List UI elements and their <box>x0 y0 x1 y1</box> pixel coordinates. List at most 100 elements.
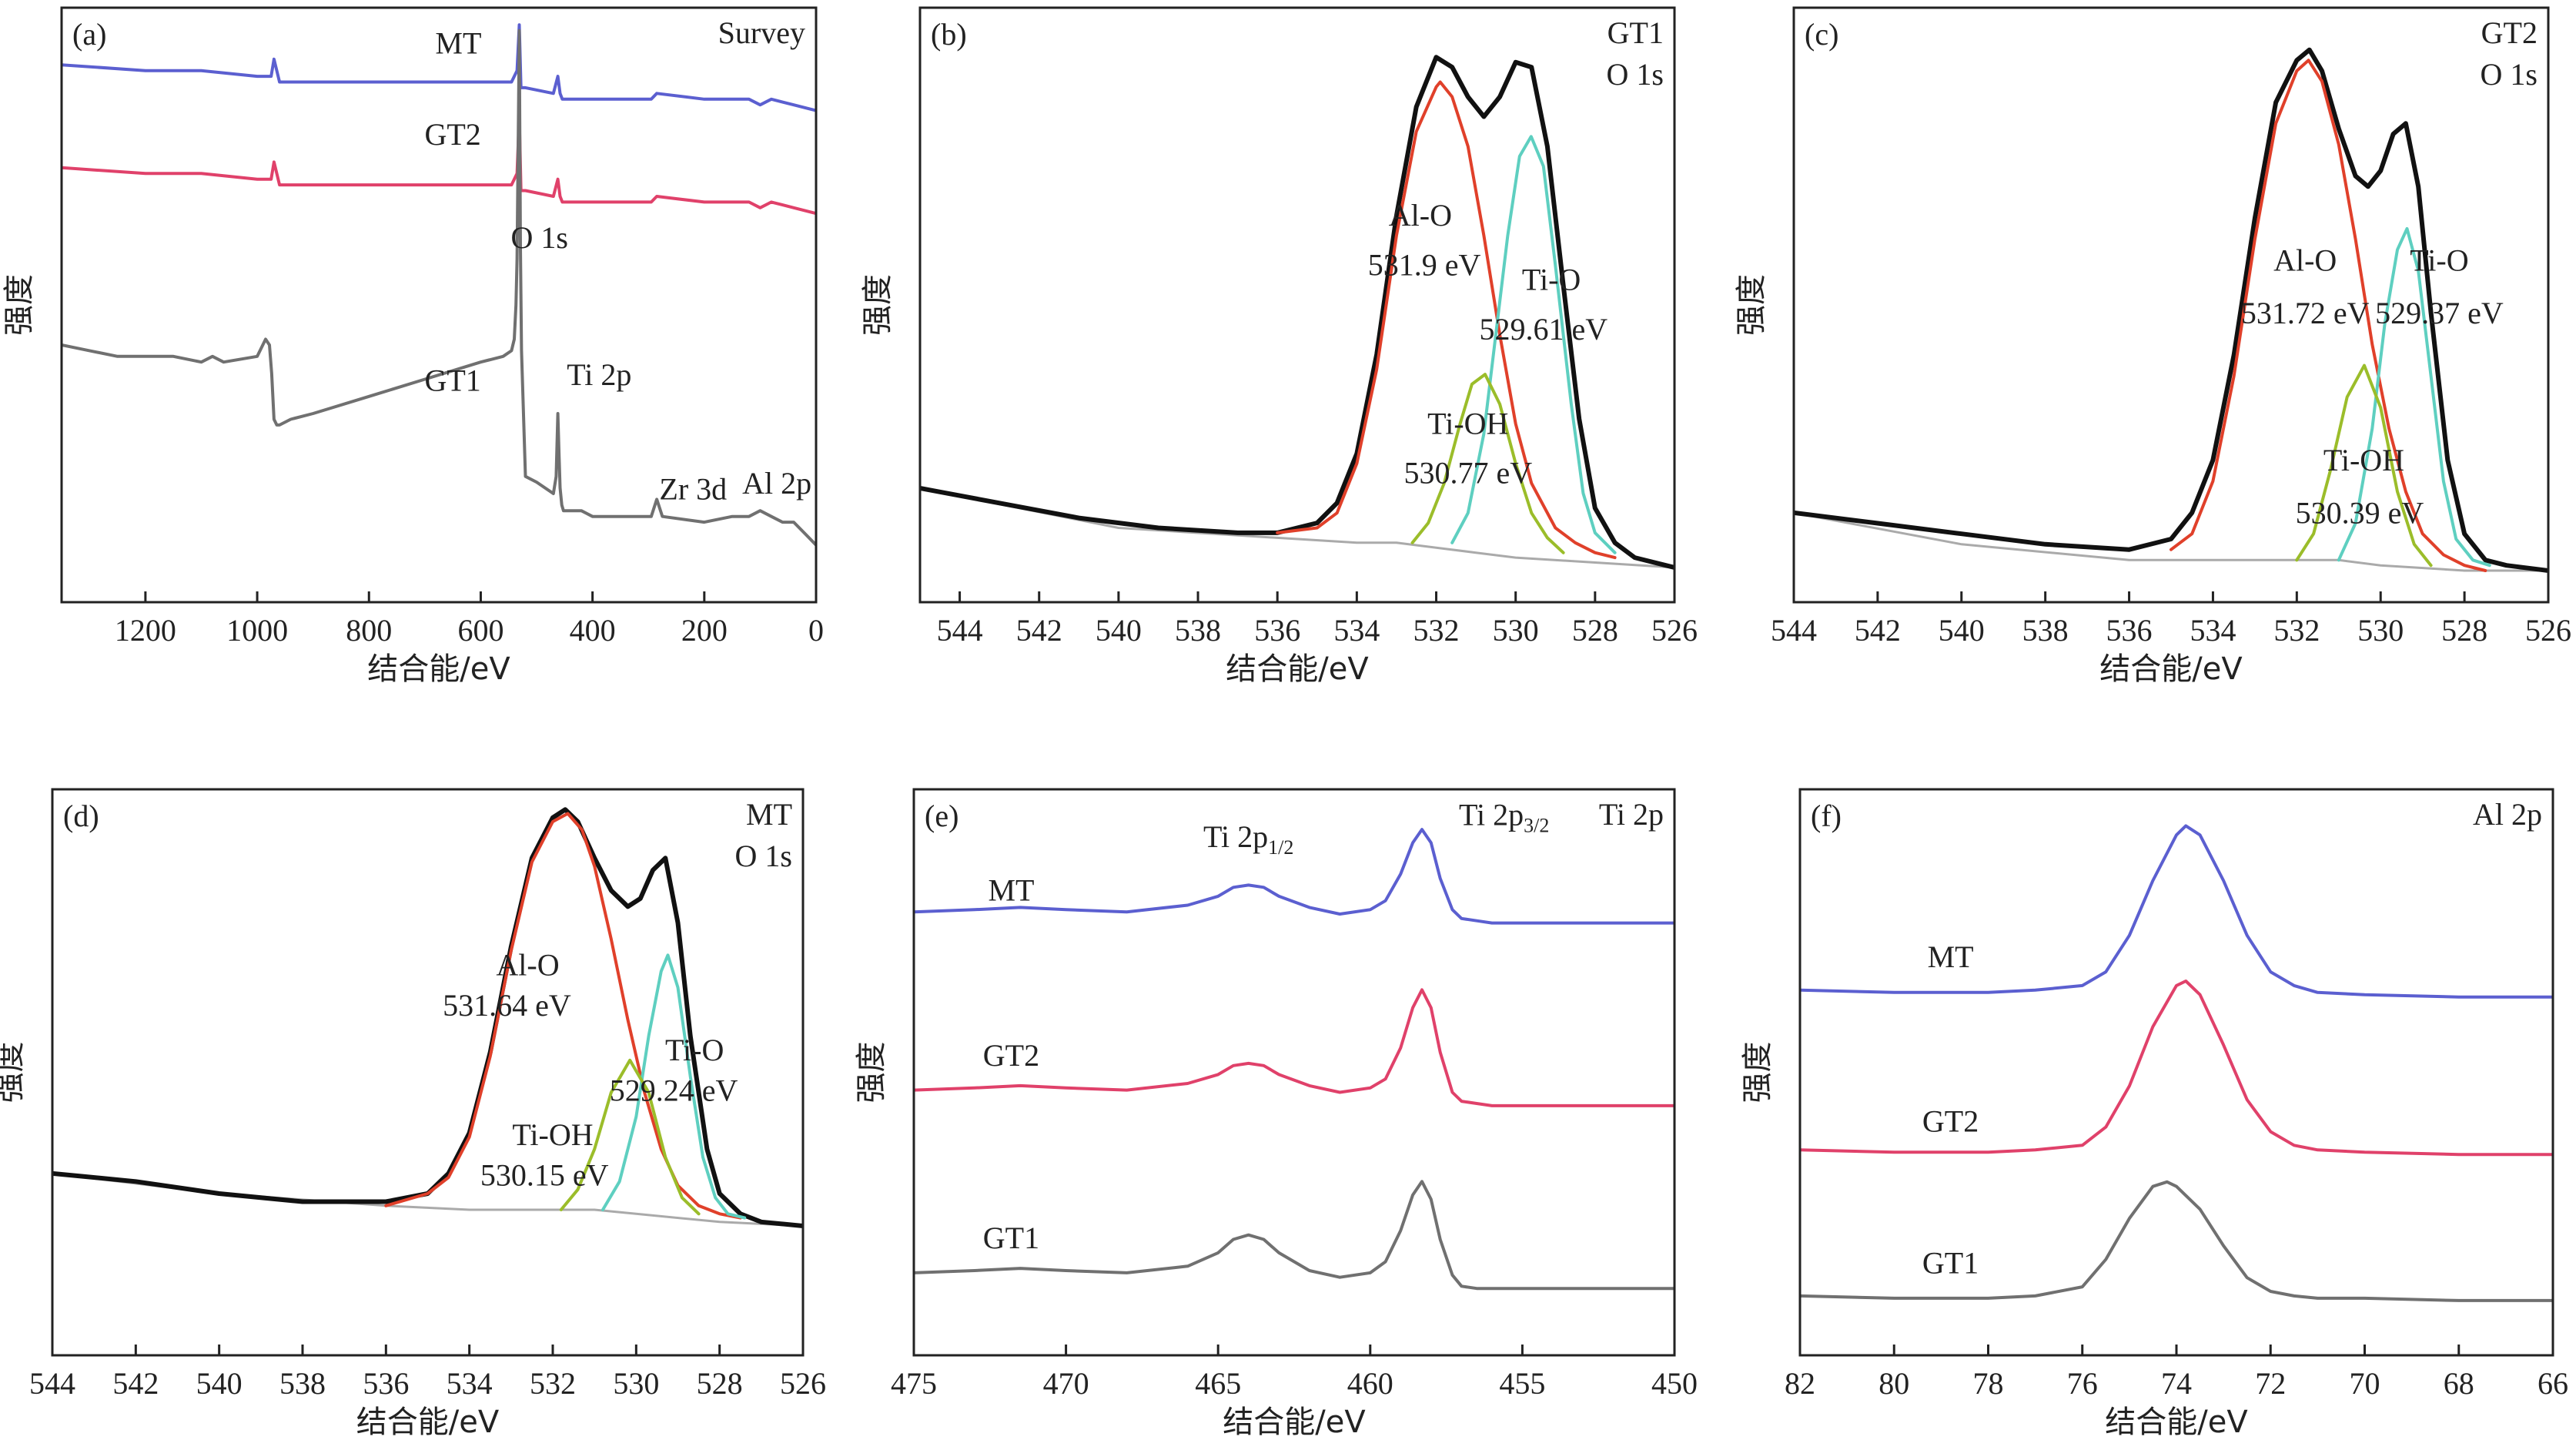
x-tick-label-e: 470 <box>1043 1366 1089 1401</box>
plot-frame-f <box>1798 788 2554 1357</box>
corner-title-a: Survey <box>718 15 805 50</box>
corner-title-c: GT2 <box>2481 15 2538 50</box>
x-tick-label-f: 72 <box>2255 1366 2286 1401</box>
series-line-c-ti-oh-4 <box>2295 363 2433 568</box>
panel-label-e: (e) <box>925 799 958 833</box>
series-line-d-ti-oh-4 <box>559 1058 701 1216</box>
x-tick-label-f: 74 <box>2161 1366 2192 1401</box>
annotation-c-al-o: Al-O <box>2273 243 2337 278</box>
annotation-c-531-72-ev: 531.72 eV <box>2241 296 2370 330</box>
corner-title-b: GT1 <box>1607 15 1664 50</box>
annotation-d-al-o: Al-O <box>496 948 559 983</box>
x-tick-label-c: 528 <box>2441 613 2487 648</box>
x-tick-label-b: 542 <box>1016 613 1062 648</box>
x-axis-label-a: 结合能/eV <box>367 651 510 687</box>
corner-title-c: O 1s <box>2481 57 2538 92</box>
x-tick-label-c: 530 <box>2357 613 2404 648</box>
corner-title-f: Al 2p <box>2473 797 2542 832</box>
series-line-b-ti-oh-4 <box>1410 373 1565 554</box>
annotation-a-o-1s: O 1s <box>510 220 567 255</box>
x-tick-label-e: 465 <box>1195 1366 1241 1401</box>
x-tick-label-d: 528 <box>697 1366 743 1401</box>
annotation-c-ti-o: Ti-O <box>2410 243 2468 278</box>
annotation-e-gt1: GT1 <box>983 1221 1039 1255</box>
x-tick-label-b: 540 <box>1096 613 1142 648</box>
series-line-e-gt2-1 <box>914 988 1674 1107</box>
plot-frame-b <box>918 6 1676 604</box>
annotation-f-mt: MT <box>1928 939 1974 974</box>
x-tick-label-e: 455 <box>1499 1366 1545 1401</box>
series-line-e-gt1-2 <box>914 1180 1674 1291</box>
annotation-f-gt2: GT2 <box>1922 1104 1979 1139</box>
annotation-a-ti-2p: Ti 2p <box>567 357 631 392</box>
x-tick-label-d: 530 <box>613 1366 659 1401</box>
annotation-d-531-64-ev: 531.64 eV <box>443 988 571 1023</box>
x-tick-label-e: 450 <box>1651 1366 1698 1401</box>
annotation-b-al-o: Al-O <box>1389 198 1452 233</box>
x-tick-label-b: 534 <box>1333 613 1380 648</box>
x-tick-label-f: 68 <box>2444 1366 2474 1401</box>
x-tick-label-e: 475 <box>891 1366 937 1401</box>
series-line-d-envelope-1 <box>52 807 803 1228</box>
x-tick-label-c: 540 <box>1939 613 1985 648</box>
series-line-b-envelope-1 <box>920 55 1674 570</box>
series-line-b-background-0 <box>920 487 1674 569</box>
x-axis-label-c: 结合能/eV <box>2099 651 2243 687</box>
y-axis-label-d: 强度 <box>0 1042 28 1103</box>
annotation-c-529-37-ev: 529.37 eV <box>2375 296 2504 330</box>
annotation-b-ti-o: Ti-O <box>1522 263 1581 297</box>
x-tick-label-c: 536 <box>2106 613 2153 648</box>
x-tick-label-b: 544 <box>937 613 983 648</box>
x-tick-label-f: 70 <box>2350 1366 2380 1401</box>
x-tick-label-b: 538 <box>1175 613 1221 648</box>
annotation-b-531-9-ev: 531.9 eV <box>1368 247 1481 282</box>
series-line-f-mt-0 <box>1800 824 2553 999</box>
x-tick-label-c: 532 <box>2273 613 2320 648</box>
x-tick-label-b: 526 <box>1651 613 1698 648</box>
annotation-c-ti-oh: Ti-OH <box>2323 443 2404 477</box>
plot-frame-c <box>1792 6 2550 604</box>
x-tick-label-a: 200 <box>681 613 728 648</box>
series-line-c-envelope-1 <box>1794 47 2548 573</box>
annotation-a-al-2p: Al 2p <box>742 466 811 501</box>
x-tick-label-a: 400 <box>570 613 616 648</box>
panel-label-f: (f) <box>1811 799 1842 833</box>
x-tick-label-a: 800 <box>346 613 392 648</box>
corner-title-b: O 1s <box>1607 57 1664 92</box>
annotation-a-mt: MT <box>435 25 481 60</box>
x-tick-label-d: 532 <box>530 1366 576 1401</box>
x-tick-label-f: 78 <box>1973 1366 2004 1401</box>
x-tick-label-b: 530 <box>1493 613 1539 648</box>
series-line-c-al-o-2 <box>2170 59 2487 572</box>
series-line-d-ti-o-3 <box>601 953 747 1220</box>
annotation-d-529-24-ev: 529.24 eV <box>610 1073 738 1107</box>
corner-title-e: Ti 2p <box>1599 797 1664 832</box>
x-tick-label-c: 526 <box>2525 613 2571 648</box>
x-axis-label-d: 结合能/eV <box>356 1405 500 1440</box>
y-axis-label-c: 强度 <box>1734 274 1769 336</box>
series-line-a-mt-0 <box>62 23 816 112</box>
x-tick-label-c: 544 <box>1771 613 1817 648</box>
y-axis-label-f: 强度 <box>1740 1042 1775 1103</box>
x-tick-label-a: 1200 <box>115 613 176 648</box>
x-axis-label-b: 结合能/eV <box>1226 651 1369 687</box>
x-tick-label-d: 544 <box>29 1366 75 1401</box>
x-tick-label-f: 76 <box>2067 1366 2098 1401</box>
annotation-c-530-39-ev: 530.39 eV <box>2296 496 2424 531</box>
x-tick-label-f: 80 <box>1878 1366 1909 1401</box>
annotation-b-530-77-ev: 530.77 eV <box>1403 456 1532 491</box>
annotation-b-529-61-ev: 529.61 eV <box>1479 312 1607 347</box>
annotation-b-ti-oh: Ti-OH <box>1427 406 1508 440</box>
x-tick-label-a: 600 <box>457 613 503 648</box>
annotation-a-zr-3d: Zr 3d <box>659 471 727 506</box>
x-tick-label-d: 538 <box>279 1366 326 1401</box>
x-tick-label-b: 536 <box>1254 613 1300 648</box>
x-tick-label-a: 1000 <box>226 613 288 648</box>
